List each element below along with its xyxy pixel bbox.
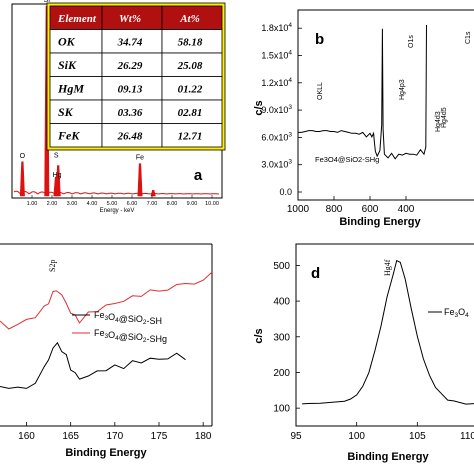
panel-d-y-tick-label: 500: [273, 261, 290, 272]
panel-a-letter: a: [194, 167, 203, 184]
panel-d-letter: d: [311, 265, 320, 282]
panel-a-peak-label: Hg: [53, 172, 62, 179]
table-cell-value: 26.29: [117, 60, 143, 72]
panel-c-series-line-0: [0, 341, 186, 389]
panel-a-peak-label: Si: [44, 0, 51, 4]
table-cell-value: 34.74: [117, 36, 143, 48]
panel-c-s2p-spectrum: 160 165 170 175 180 Binding Energy Fe3O4@SiO2-…: [0, 243, 213, 459]
table-cell-value: 03.36: [118, 107, 143, 119]
panel-a-x-tick-label: 2.00: [47, 201, 58, 207]
panel-b-y-tick-label: 1.8x104: [261, 22, 292, 33]
panel-d-x-label: Binding Energy: [347, 451, 429, 463]
table-cell-value: 26.48: [117, 130, 143, 142]
panel-d-frame: [295, 243, 474, 427]
panel-b-peak-annotation: Hg4d5: [441, 107, 448, 128]
panel-b-peak-annotation: C1s: [465, 31, 472, 44]
panel-c-x-tick-label: 170: [106, 431, 123, 442]
panel-b-y-tick-label: 3.0x103: [261, 159, 292, 170]
panel-b-x-tick-label: 600: [362, 204, 379, 215]
panel-b-peak-annotation: OKLL: [317, 82, 324, 100]
table-cell-value: 58.18: [178, 36, 203, 48]
panel-b-series-label: Fe3O4@SiO2-SHg: [315, 155, 379, 164]
panel-b-xps-survey: 0.0 3.0x103 6.0x103 9.0x103 1.2x104 1.5x104 1.…: [253, 9, 474, 228]
panel-b-x-tick-label: 400: [398, 204, 415, 215]
panel-b-peak-annotation: Hg4d3: [435, 111, 442, 132]
panel-c-series-line-1: [0, 271, 213, 330]
panel-b-letter: b: [315, 31, 324, 48]
panel-a-x-tick-label: 6.00: [127, 201, 138, 207]
panel-a-x-tick-label: 7.00: [147, 201, 158, 207]
panel-a-peak-0: [19, 161, 25, 197]
panel-c-x-tick-label: 160: [18, 431, 35, 442]
table-header-label: At%: [179, 13, 200, 25]
table-cell-value: 12.71: [178, 130, 203, 142]
table-cell-value: HgM: [57, 81, 84, 95]
panel-b-x-tick-label: 1000: [287, 204, 310, 215]
panel-c-legend-label: Fe3O4@SiO2-SH: [94, 310, 162, 326]
panel-b-y-tick-label: 6.0x103: [261, 131, 292, 142]
panel-a-x-tick-label: 1.00: [27, 201, 38, 207]
panel-d-x-tick-label: 110: [460, 431, 474, 442]
panel-b-y-tick-label: 0.0: [279, 187, 292, 197]
panel-c-x-tick-label: 175: [151, 431, 168, 442]
panel-a-x-tick-label: 8.00: [167, 201, 178, 207]
panel-c-legend-label: Fe3O4@SiO2-SHg: [94, 328, 167, 344]
panel-a-table: Element Wt% At% OK 34.74 58.18 SiK 26.29 25.08 Hg…: [46, 2, 226, 151]
panel-d-y-tick-label: 200: [273, 368, 290, 379]
panel-b-x-tick-label: 800: [326, 204, 343, 215]
panel-b-series-line: [298, 24, 427, 160]
panel-a-peak-label: Fe: [136, 155, 144, 162]
panel-b-x-label: Binding Energy: [339, 216, 421, 228]
panel-d-hg4f-spectrum: 100 200 300 400 500 95 100 105 110 Binding Energy…: [253, 243, 474, 463]
panel-d-legend-label: Fe3O4: [444, 307, 469, 319]
panel-b-peak-annotation: Hg4p3: [399, 79, 406, 100]
panel-b-y-tick-label: 9.0x103: [261, 104, 292, 115]
panel-d-y-label: c/s: [253, 328, 265, 343]
panel-d-x-tick-label: 95: [290, 431, 302, 442]
panel-a-x-label: Energy - keV: [100, 208, 135, 214]
table-header-label: Element: [57, 13, 97, 25]
panel-b-frame: [297, 9, 474, 201]
panel-a-peak-4: [137, 163, 143, 197]
panel-b-peak-annotation: O1s: [408, 35, 415, 48]
panel-a-peak-label: S: [54, 153, 59, 160]
panel-d-peak-annotation: Hg4f: [383, 259, 392, 276]
table-cell-value: 09.13: [118, 83, 143, 95]
table-cell-value: SK: [58, 105, 74, 119]
panel-a-eds-spectrum: O Si S Hg Fe 1.00 2.00 3.00 4.00 5.00 6.00 7.00 8.00…: [11, 0, 226, 214]
table-cell-value: OK: [58, 34, 76, 48]
panel-c-peak-annotation: S2p: [48, 260, 57, 272]
panel-a-peak-3: [53, 176, 59, 197]
table-header-label: Wt%: [119, 13, 141, 25]
panel-d-x-tick-label: 100: [348, 431, 365, 442]
panel-c-x-tick-label: 165: [62, 431, 79, 442]
panel-a-x-tick-label: 10.00: [205, 201, 219, 207]
table-cell-value: 01.22: [178, 83, 203, 95]
table-cell-value: 02.81: [178, 107, 203, 119]
table-cell: [161, 123, 223, 148]
panel-d-y-tick-label: 400: [273, 297, 290, 308]
panel-a-x-tick-label: 5.00: [107, 201, 118, 207]
panel-c-x-tick-label: 180: [195, 431, 212, 442]
panel-d-x-tick-label: 105: [409, 431, 426, 442]
panel-b-y-tick-label: 1.2x104: [261, 77, 292, 88]
panel-b-y-tick-label: 1.5x104: [261, 50, 292, 61]
panel-d-y-tick-label: 100: [273, 404, 290, 415]
panel-a-x-tick-label: 9.00: [187, 201, 198, 207]
panel-d-series-line: [302, 259, 474, 405]
panel-a-peak-label: O: [20, 153, 26, 160]
panel-a-x-tick-label: 3.00: [67, 201, 78, 207]
panel-a-peak-5: [150, 190, 156, 197]
table-cell-value: 25.08: [177, 60, 203, 72]
table-cell-value: SiK: [58, 58, 77, 72]
panel-a-x-tick-label: 4.00: [87, 201, 98, 207]
panel-d-y-tick-label: 300: [273, 332, 290, 343]
panel-b-y-label: c/s: [253, 100, 265, 115]
panel-c-x-label: Binding Energy: [65, 447, 147, 459]
table-cell-value: FeK: [57, 128, 80, 142]
